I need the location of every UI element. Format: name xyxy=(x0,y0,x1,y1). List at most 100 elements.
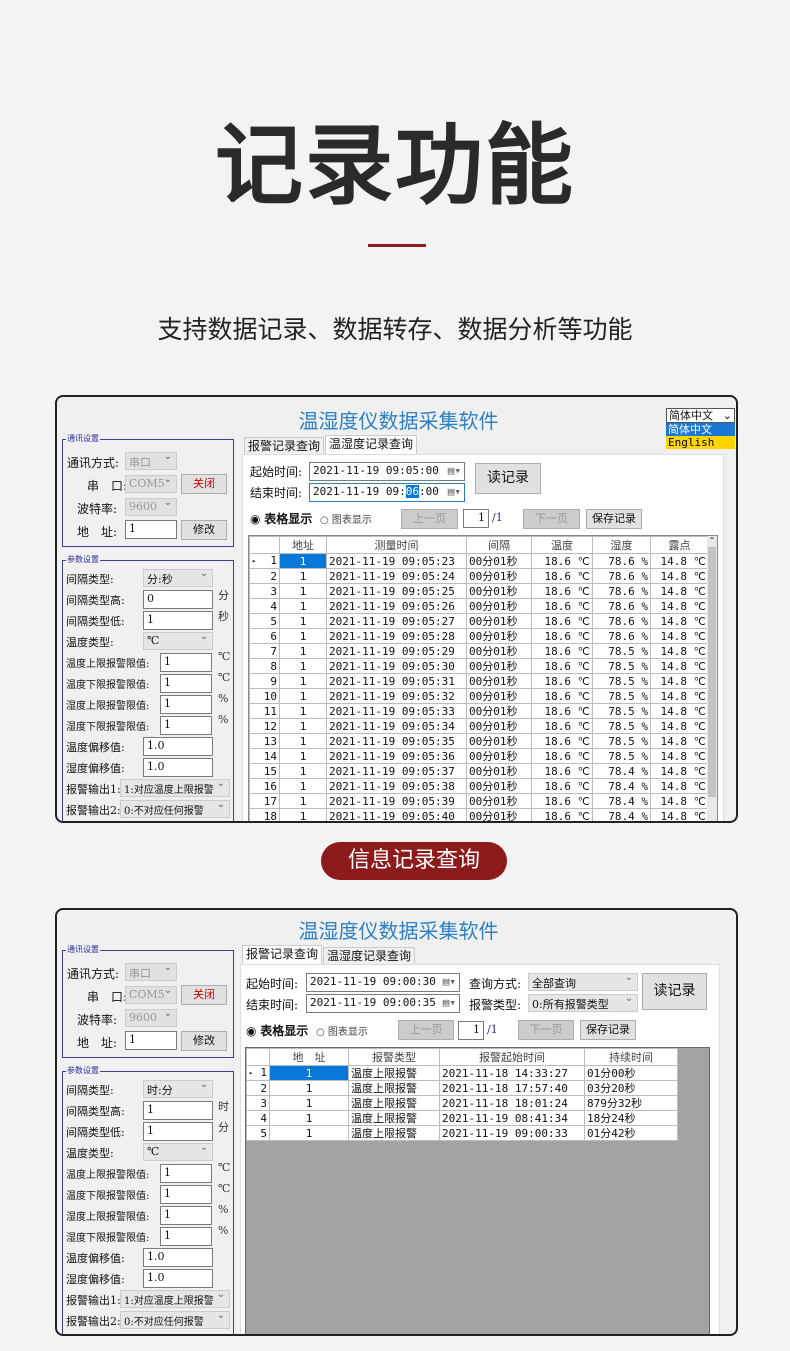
read-records-button[interactable]: 读记录 xyxy=(642,973,707,1010)
table-row[interactable]: 2 1 2021-11-19 09:05:24 00分01秒 18.6 ℃ 78.6 % 1… xyxy=(249,568,709,584)
table-cell[interactable]: 18.6 ℃ xyxy=(531,778,593,794)
table-cell[interactable]: 00分01秒 xyxy=(466,583,532,599)
param-input[interactable]: 0 xyxy=(143,590,213,609)
table-row[interactable]: 4 1 2021-11-19 09:05:26 00分01秒 18.6 ℃ 78.6 % 1… xyxy=(249,598,709,614)
table-cell[interactable]: 2021-11-19 09:05:30 xyxy=(326,658,467,674)
table-cell[interactable]: 1 xyxy=(279,583,327,599)
start-time-field[interactable]: 2021-11-19 09:00:30 ▤▾ xyxy=(306,973,460,992)
table-cell[interactable]: 2021-11-19 09:05:37 xyxy=(326,763,467,779)
table-cell[interactable]: 18.6 ℃ xyxy=(531,553,593,569)
param-input[interactable]: 1.0 xyxy=(143,758,213,777)
param-input[interactable]: 1 xyxy=(160,1185,212,1204)
table-cell[interactable]: 温度上限报警 xyxy=(348,1110,440,1126)
table-cell[interactable]: 78.6 % xyxy=(592,553,651,569)
table-cell[interactable]: 14.8 ℃ xyxy=(650,763,709,779)
table-cell[interactable]: 18.6 ℃ xyxy=(531,673,593,689)
column-header[interactable]: 湿度 xyxy=(592,536,651,554)
table-cell[interactable]: 78.4 % xyxy=(592,793,651,809)
param-input[interactable]: 1 xyxy=(160,1227,212,1246)
table-cell[interactable]: 00分01秒 xyxy=(466,718,532,734)
table-cell[interactable]: 1 xyxy=(279,793,327,809)
table-cell[interactable]: 14.8 ℃ xyxy=(650,658,709,674)
column-header[interactable]: 测量时间 xyxy=(326,536,467,554)
table-cell[interactable]: 1 xyxy=(279,778,327,794)
address-input[interactable]: 1 xyxy=(125,1031,177,1050)
chart-display-radio[interactable]: ○ 图表显示 xyxy=(320,515,372,526)
column-header[interactable]: 间隔 xyxy=(466,536,532,554)
column-header[interactable]: 报警类型 xyxy=(348,1048,440,1066)
language-select[interactable]: 简体中文 ⌄ xyxy=(666,408,735,423)
prev-page-button[interactable]: 上一页 xyxy=(401,509,458,529)
param-select[interactable]: 0:不对应任何报警 xyxy=(120,1310,230,1329)
table-cell[interactable]: 14.8 ℃ xyxy=(650,733,709,749)
table-cell[interactable]: 2021-11-19 09:05:31 xyxy=(326,673,467,689)
table-cell[interactable]: 2021-11-19 09:05:24 xyxy=(326,568,467,584)
table-cell[interactable]: 78.6 % xyxy=(592,613,651,629)
table-cell[interactable]: 03分20秒 xyxy=(584,1080,678,1096)
table-cell[interactable]: 2021-11-19 09:05:25 xyxy=(326,583,467,599)
table-cell[interactable]: 1 xyxy=(269,1080,349,1096)
table-cell[interactable]: 2021-11-19 09:05:34 xyxy=(326,718,467,734)
table-cell[interactable]: 1 xyxy=(279,763,327,779)
tab-th-records[interactable]: 温湿度记录查询 xyxy=(323,947,416,964)
table-row[interactable]: 4 1 温度上限报警 2021-11-19 08:41:34 18分24秒 xyxy=(246,1110,678,1126)
close-port-button[interactable]: 关闭 xyxy=(181,985,227,1005)
table-cell[interactable]: 00分01秒 xyxy=(466,748,532,764)
param-select[interactable]: 分:秒 xyxy=(143,568,213,587)
table-cell[interactable]: 1 xyxy=(279,703,327,719)
table-scrollbar[interactable]: ⌃ xyxy=(707,536,717,821)
column-header[interactable]: 持续时间 xyxy=(584,1048,678,1066)
language-option-zh[interactable]: 简体中文 xyxy=(666,423,735,436)
table-cell[interactable]: 14.8 ℃ xyxy=(650,553,709,569)
table-cell[interactable]: 78.6 % xyxy=(592,628,651,644)
table-cell[interactable]: 1 xyxy=(279,598,327,614)
scroll-up-icon[interactable]: ⌃ xyxy=(708,536,716,545)
modify-address-button[interactable]: 修改 xyxy=(181,1031,227,1051)
table-cell[interactable]: 18.6 ℃ xyxy=(531,598,593,614)
param-input[interactable]: 1.0 xyxy=(143,737,213,756)
table-cell[interactable]: 00分01秒 xyxy=(466,763,532,779)
table-cell[interactable]: 18.6 ℃ xyxy=(531,733,593,749)
table-cell[interactable]: 1 xyxy=(269,1125,349,1141)
baud-select[interactable]: 9600 xyxy=(125,1008,177,1027)
table-row[interactable]: ▸ 1 1 温度上限报警 2021-11-18 14:33:27 01分00秒 xyxy=(246,1065,678,1081)
table-cell[interactable]: 1 xyxy=(279,658,327,674)
table-cell[interactable]: 2021-11-19 09:05:35 xyxy=(326,733,467,749)
table-row[interactable]: 18 1 2021-11-19 09:05:40 00分01秒 18.6 ℃ 78.4 %… xyxy=(249,808,709,821)
table-cell[interactable]: 2021-11-19 08:41:34 xyxy=(439,1110,585,1126)
table-row[interactable]: 5 1 2021-11-19 09:05:27 00分01秒 18.6 ℃ 78.6 % 1… xyxy=(249,613,709,629)
table-cell[interactable]: 18.6 ℃ xyxy=(531,793,593,809)
table-row[interactable]: 5 1 温度上限报警 2021-11-19 09:00:33 01分42秒 xyxy=(246,1125,678,1141)
close-port-button[interactable]: 关闭 xyxy=(181,474,227,494)
start-time-field[interactable]: 2021-11-19 09:05:00 ▤▾ xyxy=(309,462,465,481)
table-cell[interactable]: 2021-11-18 14:33:27 xyxy=(439,1065,585,1081)
table-cell[interactable]: 18.6 ℃ xyxy=(531,763,593,779)
table-cell[interactable]: 2021-11-19 09:05:29 xyxy=(326,643,467,659)
table-cell[interactable]: 2021-11-19 09:05:38 xyxy=(326,778,467,794)
table-cell[interactable]: 14.8 ℃ xyxy=(650,748,709,764)
table-cell[interactable]: 78.4 % xyxy=(592,763,651,779)
save-records-button[interactable]: 保存记录 xyxy=(586,509,642,529)
table-cell[interactable]: 14.8 ℃ xyxy=(650,583,709,599)
param-select[interactable]: 1:对应温度上限报警 xyxy=(120,1289,230,1308)
table-row[interactable]: 14 1 2021-11-19 09:05:36 00分01秒 18.6 ℃ 78.5 %… xyxy=(249,748,709,764)
table-cell[interactable]: 14.8 ℃ xyxy=(650,793,709,809)
end-time-field[interactable]: 2021-11-19 09:06:00 ▤▾ xyxy=(309,483,465,502)
table-row[interactable]: 2 1 温度上限报警 2021-11-18 17:57:40 03分20秒 xyxy=(246,1080,678,1096)
param-input[interactable]: 1 xyxy=(160,1164,212,1183)
port-select[interactable]: COM5 xyxy=(125,985,177,1004)
comm-mode-select[interactable]: 串口 xyxy=(125,962,177,981)
table-cell[interactable]: 1 xyxy=(269,1110,349,1126)
table-row[interactable]: 12 1 2021-11-19 09:05:34 00分01秒 18.6 ℃ 78.5 %… xyxy=(249,718,709,734)
table-cell[interactable]: 14.8 ℃ xyxy=(650,628,709,644)
table-cell[interactable]: 温度上限报警 xyxy=(348,1125,440,1141)
table-row[interactable]: 10 1 2021-11-19 09:05:32 00分01秒 18.6 ℃ 78.5 %… xyxy=(249,688,709,704)
table-cell[interactable]: 2021-11-19 09:05:36 xyxy=(326,748,467,764)
table-cell[interactable]: 1 xyxy=(279,568,327,584)
param-select[interactable]: ℃ xyxy=(143,1142,213,1161)
table-cell[interactable]: 14.8 ℃ xyxy=(650,703,709,719)
table-cell[interactable]: 2021-11-19 09:05:33 xyxy=(326,703,467,719)
table-cell[interactable]: 78.6 % xyxy=(592,598,651,614)
alarm-type-select[interactable]: 0:所有报警类型 xyxy=(528,993,638,1012)
table-cell[interactable]: 2021-11-19 09:05:28 xyxy=(326,628,467,644)
